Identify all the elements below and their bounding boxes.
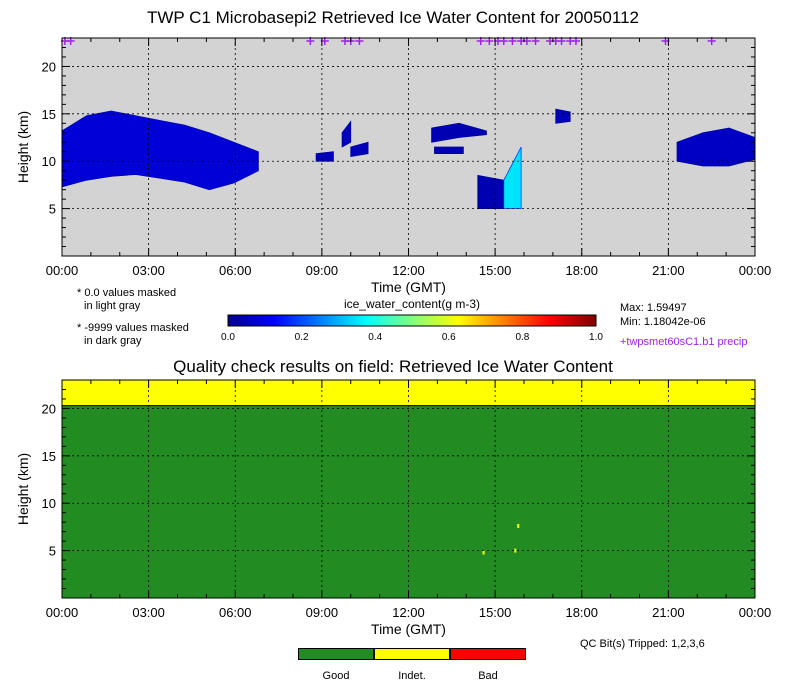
mask-note-light-star: * [77, 287, 82, 299]
bottom-xtick-label: 09:00 [306, 605, 339, 620]
qc-legend [298, 648, 526, 660]
cloud-region [555, 108, 571, 124]
bottom-chart-title: Quality check results on field: Retrieve… [173, 357, 613, 376]
top-xtick-label: 18:00 [565, 263, 598, 278]
precip-legend-label: +twpsmet60sC1.b1 precip [620, 336, 748, 348]
bottom-xtick-label: 00:00 [46, 605, 79, 620]
top-plot-area: 00:00 03:00 06:00 09:00 12:00 15:00 18:00 21:00… [15, 37, 771, 343]
bottom-xtick-label: 03:00 [132, 605, 165, 620]
bottom-xtick-label: 15:00 [479, 605, 512, 620]
bottom-xtick-label: 21:00 [652, 605, 685, 620]
mask-note-light-line2: in light gray [84, 300, 141, 312]
bottom-ytick-label: 5 [49, 544, 56, 559]
qc-legend-bad-label: Bad [478, 670, 498, 682]
qc-legend-good-swatch [298, 648, 374, 660]
qc-legend-indet-label: Indet. [398, 670, 426, 682]
colorbar-tick-label: 0.8 [515, 332, 529, 343]
bottom-ytick-label: 15 [42, 449, 56, 464]
mask-note-dark-star: * [77, 322, 82, 334]
mask-note-dark-line2: in dark gray [84, 335, 142, 347]
cloud-region [61, 110, 259, 191]
bottom-frame [61, 379, 756, 599]
qc-bits-tripped: QC Bit(s) Tripped: 1,2,3,6 [580, 638, 705, 650]
cloud-region [315, 151, 334, 162]
top-xtick-label: 09:00 [306, 263, 339, 278]
qc-speck [514, 548, 517, 553]
top-ylabel: Height (km) [15, 111, 31, 183]
cloud-region [341, 120, 352, 148]
mask-note-dark-line1: -9999 values masked [84, 322, 189, 334]
top-xlabel: Time (GMT) [371, 279, 446, 295]
cloud-region [350, 141, 369, 157]
colorbar-tick-label: 1.0 [589, 332, 603, 343]
mask-note-light-line1: 0.0 values masked [84, 287, 177, 299]
qc-speck [517, 523, 520, 528]
top-xtick-label: 12:00 [392, 263, 425, 278]
bottom-xtick-label: 18:00 [565, 605, 598, 620]
top-ytick-label: 10 [42, 154, 56, 169]
qc-speck [482, 550, 485, 555]
top-xtick-label: 03:00 [132, 263, 165, 278]
cloud-region [503, 146, 522, 210]
top-xtick-label: 15:00 [479, 263, 512, 278]
bottom-xtick-label: 00:00 [739, 605, 772, 620]
bottom-xtick-label: 12:00 [392, 605, 425, 620]
bottom-ytick-label: 20 [42, 401, 56, 416]
top-ytick-label: 15 [42, 107, 56, 122]
top-ytick-label: 20 [42, 59, 56, 74]
bottom-plot-area: 00:00 03:00 06:00 09:00 12:00 15:00 18:00 21:00… [15, 379, 772, 637]
colorbar-tick-label: 0.0 [221, 332, 235, 343]
min-value: Min: 1.18042e-06 [620, 316, 706, 328]
top-ytick-label: 5 [49, 202, 56, 217]
qc-legend-indet-swatch [374, 648, 450, 660]
top-chart-title: TWP C1 Microbasepi2 Retrieved Ice Water … [147, 8, 639, 27]
colorbar [227, 314, 597, 327]
cloud-region [431, 122, 487, 143]
cloud-region [434, 146, 464, 155]
top-xtick-label: 00:00 [739, 263, 772, 278]
colorbar-tick-label: 0.6 [442, 332, 456, 343]
mask-note-light: * 0.0 values masked in light gray [77, 287, 176, 313]
bottom-xtick-label: 06:00 [219, 605, 252, 620]
bottom-ylabel: Height (km) [15, 453, 31, 525]
max-value: Max: 1.59497 [620, 302, 687, 314]
bottom-xlabel: Time (GMT) [371, 621, 446, 637]
top-frame [61, 37, 756, 257]
colorbar-tick-label: 0.4 [368, 332, 382, 343]
top-xtick-label: 21:00 [652, 263, 685, 278]
cloud-region [477, 174, 505, 210]
top-xtick-label: 06:00 [219, 263, 252, 278]
bottom-ytick-label: 10 [42, 496, 56, 511]
mask-note-dark: * -9999 values masked in dark gray [77, 322, 189, 348]
top-xtick-label: 00:00 [46, 263, 79, 278]
colorbar-tick-label: 0.2 [295, 332, 309, 343]
colorbar-label: ice_water_content(g m-3) [343, 297, 481, 311]
qc-legend-good-label: Good [322, 670, 350, 682]
qc-legend-bad-swatch [450, 648, 526, 660]
